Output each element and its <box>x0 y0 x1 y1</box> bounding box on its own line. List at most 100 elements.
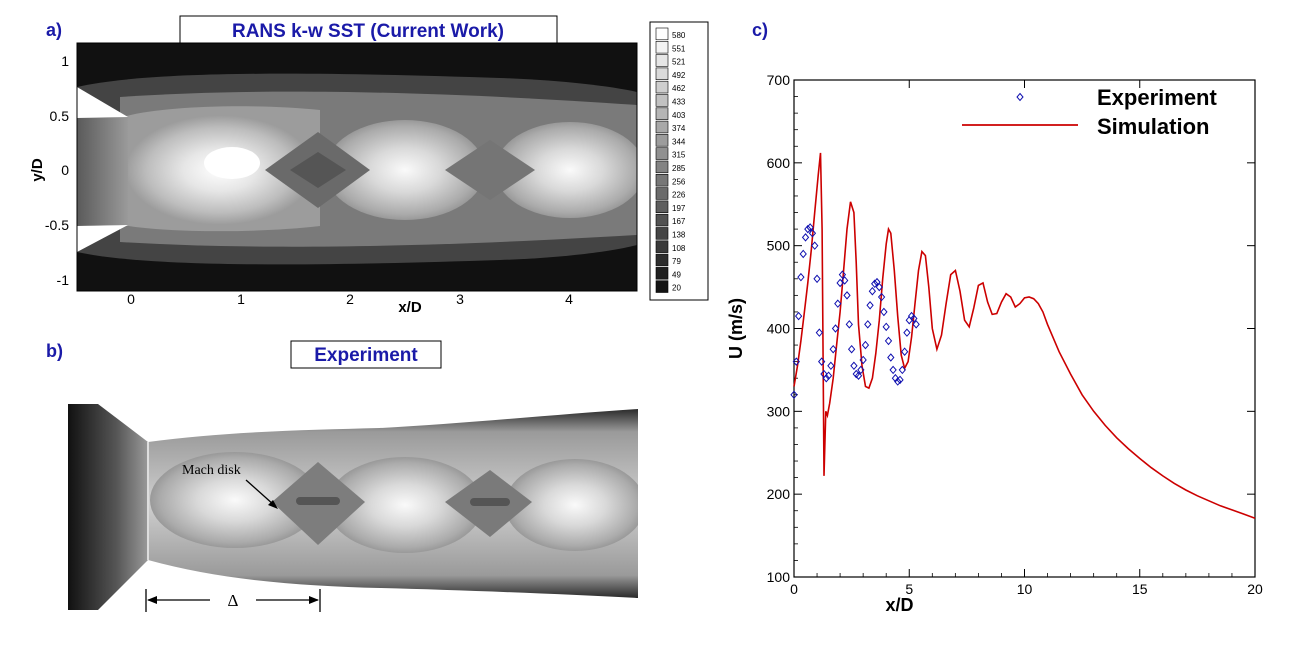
experiment-point <box>877 292 886 302</box>
panel-b: b) Experiment Mach disk Δ <box>46 340 638 612</box>
experiment-point <box>875 282 883 292</box>
experiment-point <box>887 353 895 362</box>
experiment-point <box>845 320 853 329</box>
experiment-point <box>903 328 911 337</box>
experiment-point <box>834 299 842 308</box>
panel-a-xlabel: x/D <box>398 299 422 316</box>
colorbar-label: 20 <box>672 284 681 293</box>
colorbar-label: 433 <box>672 97 686 106</box>
experiment-point <box>792 357 800 366</box>
panel-c: c) 0 5 10 15 20 100 200 300 400 500 600 700 x/D U (m/… <box>726 20 1263 615</box>
experiment-point <box>871 279 879 289</box>
x-tick-label: 20 <box>1247 581 1263 597</box>
y-tick-label: 0.5 <box>50 108 70 124</box>
velocity-chart: 0 5 10 15 20 100 200 300 400 500 600 700 x/D U (m/s) E… <box>726 72 1263 615</box>
experiment-point <box>910 314 918 323</box>
y-tick-label: -0.5 <box>45 217 69 233</box>
mach-disk-arrow <box>245 479 275 506</box>
y-tick-label: 500 <box>767 238 791 254</box>
experiment-point <box>850 361 858 371</box>
colorbar-swatch <box>655 67 669 81</box>
contour-frame <box>76 42 638 292</box>
colorbar-swatch <box>655 240 669 253</box>
colorbar-label: 226 <box>672 191 686 200</box>
panel-a-label: a) <box>46 20 62 40</box>
experiment-point <box>866 301 874 310</box>
colorbar-swatch <box>655 54 669 67</box>
experiment-point <box>827 361 835 371</box>
experiment-point <box>894 377 902 386</box>
colorbar: 580 551 521 492 462 433 403 374 344 315 285 256 226 1… <box>649 21 709 301</box>
experiment-point <box>804 224 812 234</box>
colorbar-swatch <box>655 40 669 54</box>
x-tick-label: 15 <box>1132 581 1148 597</box>
colorbar-swatch <box>655 213 669 227</box>
colorbar-label: 462 <box>672 84 686 93</box>
x-tick-label: 4 <box>565 291 573 307</box>
experiment-point <box>831 324 840 333</box>
y-tick-label: 1 <box>61 53 69 69</box>
experiment-point <box>811 241 819 250</box>
colorbar-swatch <box>655 80 669 94</box>
colorbar-label: 492 <box>672 71 686 80</box>
panel-a-title-box <box>179 15 558 44</box>
y-axis-label: U (m/s) <box>726 298 746 359</box>
experiment-point <box>912 320 920 329</box>
colorbar-label: 49 <box>672 270 681 279</box>
legend: Experiment Simulation <box>962 85 1217 139</box>
x-tick-label: 10 <box>1017 581 1033 597</box>
colorbar-label: 79 <box>672 257 681 266</box>
colorbar-swatch <box>655 160 669 174</box>
colorbar-swatch <box>655 94 669 107</box>
contour-plot <box>77 43 637 291</box>
legend-experiment-marker <box>1016 92 1024 102</box>
panel-a: a) RANS k-w SST (Current Work) 0 1 2 3 4 <box>29 15 709 316</box>
experiment-point <box>857 365 865 375</box>
panel-b-label: b) <box>46 341 63 361</box>
mach-disk-label: Mach disk <box>182 463 241 478</box>
experiment-point <box>889 365 897 375</box>
colorbar-label: 580 <box>672 31 686 40</box>
experiment-point <box>815 328 824 337</box>
colorbar-label: 551 <box>672 44 686 53</box>
colorbar-swatch <box>655 134 669 147</box>
experiment-point <box>896 375 904 385</box>
x-tick-label: 5 <box>905 581 913 597</box>
y-tick-label: 400 <box>767 321 791 337</box>
colorbar-swatch <box>655 107 669 120</box>
y-tick-label: 700 <box>767 72 791 88</box>
colorbar-swatch <box>655 187 669 200</box>
experiment-point <box>829 344 837 354</box>
experiment-point <box>808 228 817 238</box>
colorbar-label: 138 <box>672 230 686 239</box>
colorbar-label: 197 <box>672 204 686 213</box>
legend-experiment-label: Experiment <box>1097 85 1217 110</box>
panel-c-label: c) <box>752 20 768 40</box>
experiment-point <box>900 347 909 356</box>
experiment-point <box>801 233 810 242</box>
x-tick-label: 1 <box>237 291 245 307</box>
x-tick-label: 0 <box>127 291 135 307</box>
experiment-image <box>68 404 638 610</box>
colorbar-label: 315 <box>672 151 686 160</box>
colorbar-swatch <box>655 253 669 267</box>
x-tick-label: 3 <box>456 291 464 307</box>
experiment-point <box>864 320 872 329</box>
experiment-point <box>843 291 851 300</box>
colorbar-label: 167 <box>672 217 686 226</box>
experiment-point <box>838 270 847 279</box>
y-tick-label: 100 <box>767 569 791 585</box>
experiment-point <box>868 286 877 296</box>
y-tick-label: 0 <box>61 162 69 178</box>
experiment-point <box>822 373 830 383</box>
x-tick-label: 0 <box>790 581 798 597</box>
experiment-point <box>882 322 890 332</box>
panel-b-title-box <box>290 340 442 369</box>
experiment-point <box>794 311 803 321</box>
x-tick-label: 2 <box>346 291 354 307</box>
colorbar-label: 344 <box>672 137 686 146</box>
experiment-point <box>818 357 826 366</box>
experiment-point <box>836 278 844 288</box>
panel-a-title: RANS k-w SST (Current Work) <box>232 21 504 42</box>
